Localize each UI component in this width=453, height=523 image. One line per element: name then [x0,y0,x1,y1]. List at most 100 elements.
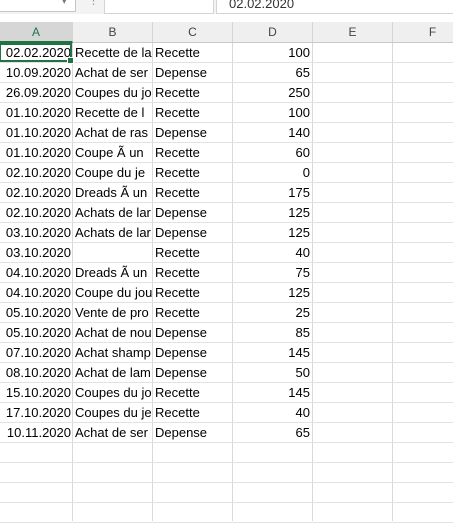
cell-c[interactable]: Recette [155,285,200,300]
cell-d[interactable]: 40 [295,245,310,260]
cell-b[interactable]: Dreads Ã un [75,265,148,280]
cell-a[interactable]: 04.10.2020 [5,265,71,280]
cell-d[interactable]: 0 [302,165,310,180]
cell-a[interactable]: 15.10.2020 [5,385,71,400]
cell-d[interactable]: 145 [288,345,310,360]
cell-a[interactable]: 26.09.2020 [5,85,71,100]
cell-b[interactable]: Dreads Ã un [75,185,148,200]
column-header-f[interactable]: F [393,22,453,42]
formula-bar-grip-icon[interactable]: ⋮ [88,0,99,7]
cell-d[interactable] [233,463,313,482]
cell-b[interactable]: Achat de ras [75,125,148,140]
cell-b[interactable]: Coupe du je [75,165,146,180]
name-box-dropdown-icon[interactable]: ▾ [62,0,67,6]
formula-input[interactable]: 02.02.2020 [216,0,453,14]
cell-a[interactable]: 05.10.2020 [5,305,71,320]
cell-c[interactable]: Depense [155,205,208,220]
cell-a[interactable] [0,463,73,482]
cell-a[interactable]: 01.10.2020 [5,125,71,140]
cell-b[interactable]: Coupe du jou [75,285,153,300]
cell-d[interactable]: 40 [295,405,310,420]
cell-a[interactable] [0,503,73,522]
cell-d[interactable]: 250 [288,85,310,100]
cell-a[interactable] [0,483,73,502]
cell-d[interactable]: 85 [295,325,310,340]
cell-c[interactable]: Recette [155,45,200,60]
cell-d[interactable]: 125 [288,205,310,220]
cell-b[interactable]: Coupe Ã un [75,145,144,160]
cell-c[interactable]: Depense [155,365,208,380]
cell-c[interactable]: Recette [155,185,200,200]
cell-b[interactable]: Achat de ser [75,65,148,80]
cell-c[interactable]: Recette [155,165,200,180]
cell-b[interactable]: Achat de ser [75,425,148,440]
cell-c[interactable]: Recette [155,385,200,400]
cell-a[interactable]: 17.10.2020 [5,405,71,420]
cell-d[interactable]: 65 [295,425,310,440]
cell-d[interactable] [233,503,313,522]
cell-c[interactable] [153,483,233,502]
column-header-b[interactable]: B [73,22,153,42]
cell-b[interactable]: Coupes du jo [75,85,152,100]
name-box[interactable] [0,0,76,12]
cell-c[interactable]: Depense [155,325,208,340]
cell-a[interactable]: 03.10.2020 [5,225,71,240]
cell-d[interactable]: 140 [288,125,310,140]
cell-d[interactable]: 60 [295,145,310,160]
cell-c[interactable]: Depense [155,225,208,240]
cell-c[interactable]: Recette [155,245,200,260]
cell-d[interactable]: 100 [288,105,310,120]
cell-b[interactable] [73,243,153,262]
cell-c[interactable] [153,463,233,482]
cell-a[interactable] [0,443,73,462]
cell-a[interactable]: 02.10.2020 [5,185,71,200]
cell-b[interactable]: Achat de nou [75,325,152,340]
cell-a[interactable]: 10.11.2020 [6,425,71,440]
cell-a[interactable]: 04.10.2020 [5,285,71,300]
cell-b[interactable]: Achats de lar [75,225,151,240]
cell-d[interactable]: 125 [288,225,310,240]
cell-b[interactable]: Coupes du jo [75,385,152,400]
column-header-e[interactable]: E [313,22,393,42]
cell-d[interactable]: 50 [295,365,310,380]
cell-c[interactable]: Depense [155,425,208,440]
cell-c[interactable]: Depense [155,65,208,80]
cell-d[interactable]: 125 [288,285,310,300]
cell-a[interactable]: 02.10.2020 [5,165,71,180]
cell-d[interactable]: 145 [288,385,310,400]
cell-b[interactable] [73,443,153,462]
cell-c[interactable]: Recette [155,405,200,420]
cell-c[interactable]: Depense [155,125,208,140]
cell-b[interactable]: Recette de la [75,45,152,60]
cell-a[interactable]: 08.10.2020 [5,365,71,380]
cell-a[interactable]: 07.10.2020 [5,345,71,360]
cell-b[interactable]: Vente de pro [75,305,149,320]
cell-c[interactable]: Depense [155,345,208,360]
cell-b[interactable]: Achat de lam [75,365,151,380]
cell-d[interactable]: 75 [295,265,310,280]
cell-c[interactable]: Recette [155,85,200,100]
cell-b[interactable]: Coupes du je [75,405,152,420]
cell-c[interactable]: Recette [155,305,200,320]
cell-d[interactable] [233,443,313,462]
cell-a[interactable]: 02.10.2020 [5,205,71,220]
cell-a[interactable]: 01.10.2020 [5,105,71,120]
cell-a[interactable]: 05.10.2020 [5,325,71,340]
cell-b[interactable] [73,503,153,522]
cell-b[interactable] [73,483,153,502]
cell-d[interactable] [233,483,313,502]
cell-a[interactable]: 03.10.2020 [5,245,71,260]
cell-c[interactable] [153,503,233,522]
cell-c[interactable]: Recette [155,145,200,160]
cell-d[interactable]: 100 [288,45,310,60]
cell-b[interactable]: Achat shamp [75,345,151,360]
cell-b[interactable] [73,463,153,482]
cell-d[interactable]: 65 [295,65,310,80]
column-header-d[interactable]: D [233,22,313,42]
cell-b[interactable]: Achats de lar [75,205,151,220]
cell-a[interactable]: 01.10.2020 [5,145,71,160]
cell-c[interactable]: Recette [155,265,200,280]
cell-b[interactable]: Recette de l [75,105,145,120]
cell-a[interactable]: 10.09.2020 [5,65,71,80]
cell-c[interactable] [153,443,233,462]
